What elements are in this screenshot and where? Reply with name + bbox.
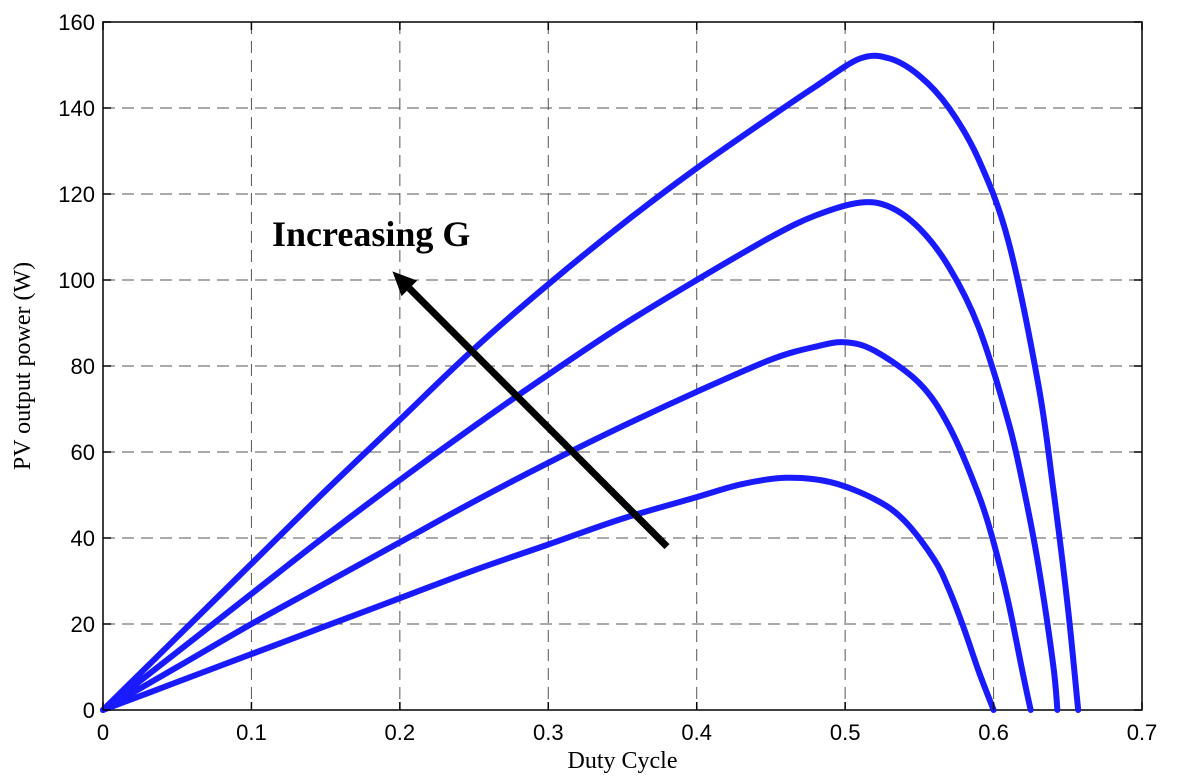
y-tick-label: 60 [71, 440, 95, 465]
grid [103, 22, 1142, 710]
y-tick-label: 120 [58, 182, 95, 207]
series-line-2 [100, 339, 1034, 713]
y-tick-label: 0 [83, 698, 95, 723]
x-tick-label: 0.7 [1127, 720, 1158, 745]
series-line-4 [100, 52, 1082, 713]
annotation-text: Increasing G [272, 214, 470, 254]
x-axis-label: Duty Cycle [568, 748, 678, 774]
y-tick-label: 160 [58, 10, 95, 35]
y-tick-label: 140 [58, 96, 95, 121]
x-tick-label: 0.1 [236, 720, 267, 745]
x-tick-label: 0 [97, 720, 109, 745]
y-tick-label: 20 [71, 612, 95, 637]
series-group [100, 52, 1082, 713]
annotation: Increasing G [272, 214, 670, 550]
x-tick-label: 0.2 [385, 720, 416, 745]
annotation-arrow [406, 285, 670, 550]
x-tick-label: 0.4 [681, 720, 712, 745]
x-tick-label: 0.5 [830, 720, 861, 745]
y-tick-label: 40 [71, 526, 95, 551]
x-tick-label: 0.3 [533, 720, 564, 745]
x-tick-label: 0.6 [978, 720, 1009, 745]
series-line-3 [100, 199, 1061, 713]
annotation-arrowhead [392, 271, 418, 297]
y-tick-label: 80 [71, 354, 95, 379]
series-line-1 [100, 474, 997, 713]
axis-ticks: 0 0.1 0.2 0.3 0.4 0.5 0.6 0.7 0 20 40 60 80 100 120 140… [58, 10, 1157, 745]
y-axis-label: PV output power (W) [10, 262, 36, 470]
y-tick-label: 100 [58, 268, 95, 293]
